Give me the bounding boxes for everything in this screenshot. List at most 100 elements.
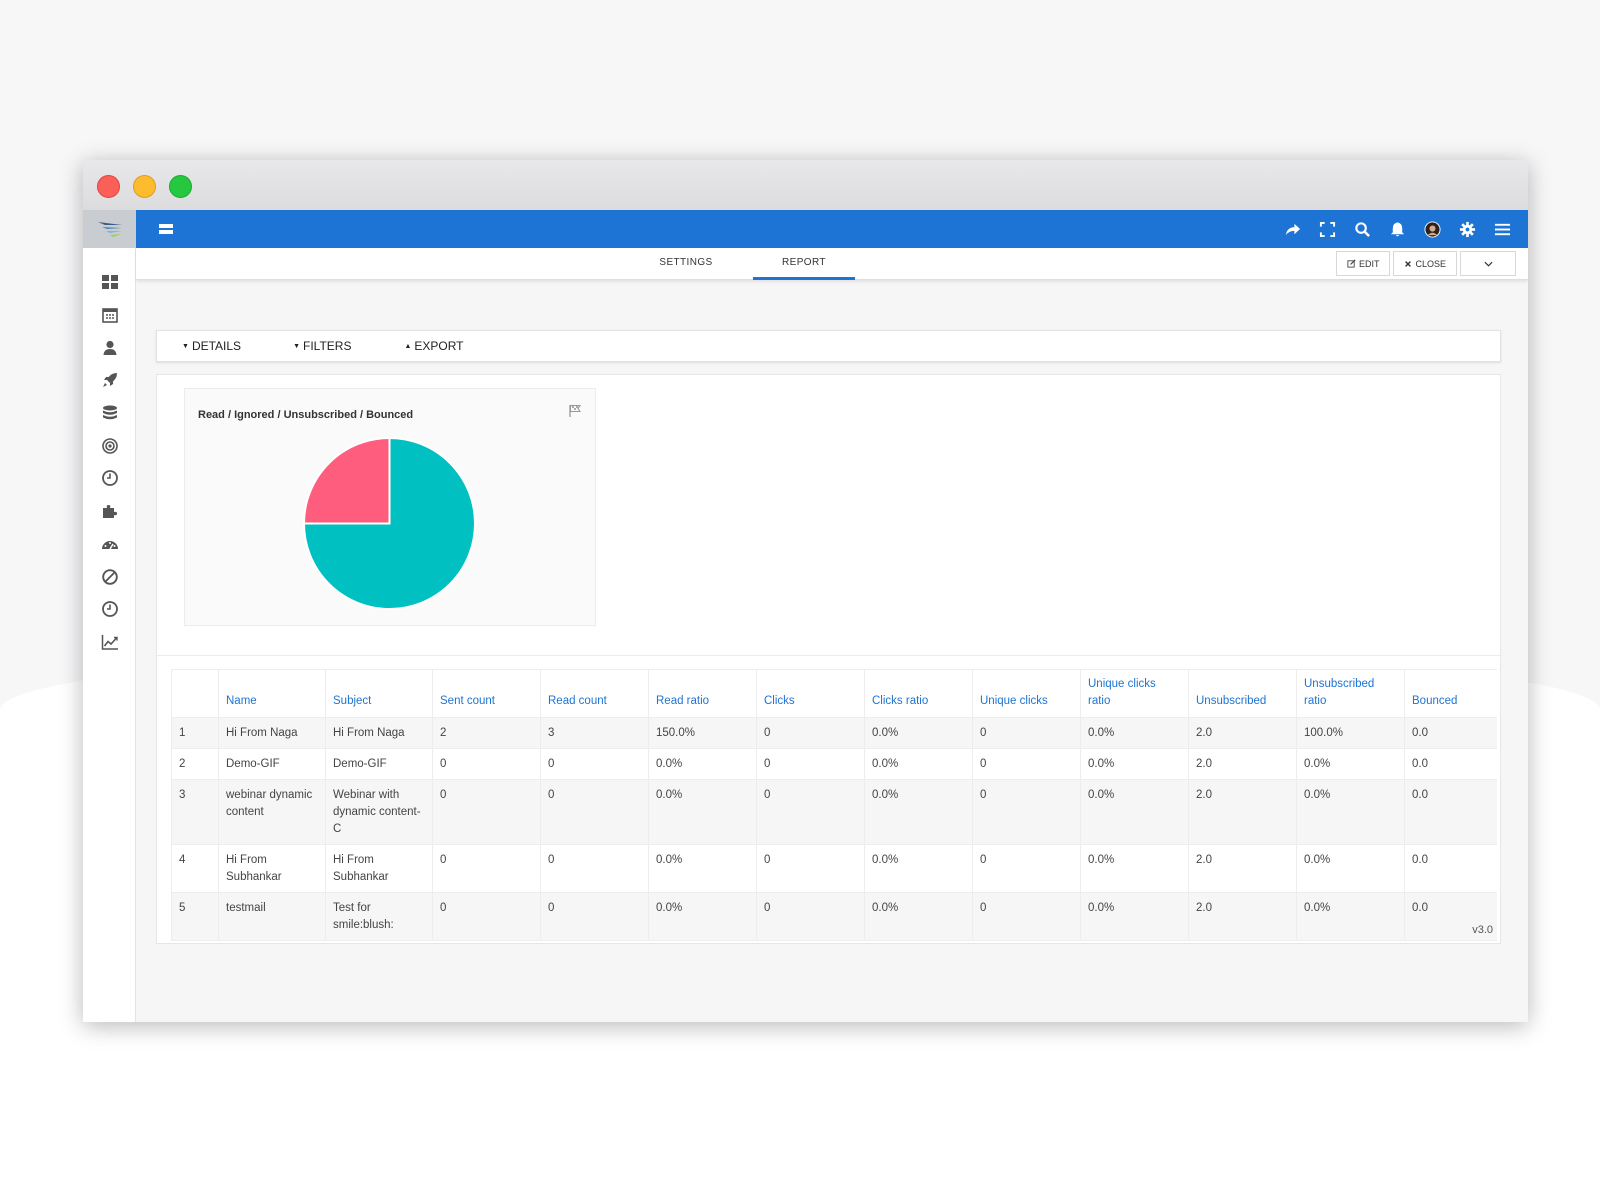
- table-cell: 0: [972, 748, 1081, 780]
- caret-down-icon: ▼: [182, 342, 189, 350]
- table-cell: 0: [432, 748, 541, 780]
- sidebar-item-blocklist[interactable]: [83, 560, 136, 593]
- pie-slice-0[interactable]: [302, 436, 476, 610]
- sidebar-item-history[interactable]: [83, 593, 136, 626]
- caret-up-icon: ▲: [404, 342, 412, 350]
- settings-button[interactable]: [1450, 210, 1485, 248]
- logo-icon: [97, 222, 122, 237]
- table-cell: 2.0: [1188, 717, 1297, 749]
- sidebar-item-database[interactable]: [83, 397, 136, 430]
- flag-icon[interactable]: [568, 404, 582, 418]
- window-maximize-button[interactable]: [169, 175, 192, 198]
- sidebar-item-integrations[interactable]: [83, 495, 136, 528]
- table-cell: 0.0%: [648, 748, 757, 780]
- table-cell: 0.0%: [1080, 748, 1189, 780]
- sidebar-item-campaigns[interactable]: [83, 364, 136, 397]
- table-cell: 2.0: [1188, 748, 1297, 780]
- column-header[interactable]: Clicks ratio: [864, 669, 973, 718]
- table-cell: Webinar with dynamic content-C: [325, 779, 433, 845]
- hamburger-icon: [1494, 223, 1511, 235]
- share-icon: [1285, 223, 1301, 235]
- menu-toggle-icon[interactable]: [158, 222, 174, 236]
- sidebar: [83, 210, 136, 1022]
- table-cell: 0.0%: [1080, 844, 1189, 893]
- column-header[interactable]: Clicks: [756, 669, 865, 718]
- column-header[interactable]: Unique clicks ratio: [1080, 669, 1189, 718]
- table-cell: 0: [972, 892, 1081, 941]
- history-icon: [101, 601, 118, 618]
- table-cell: webinar dynamic content: [218, 779, 326, 845]
- pie-chart-card: Read / Ignored / Unsubscribed / Bounced: [184, 388, 596, 626]
- tabs-bar: SETTINGS REPORT EDIT CLOSE: [136, 248, 1528, 280]
- fullscreen-button[interactable]: [1310, 210, 1345, 248]
- filters-toggle[interactable]: ▼ FILTERS: [293, 339, 351, 353]
- export-toggle[interactable]: ▲ EXPORT: [404, 339, 463, 353]
- sidebar-item-calendar[interactable]: [83, 299, 136, 332]
- table-cell: 100.0%: [1296, 717, 1405, 749]
- window-minimize-button[interactable]: [133, 175, 156, 198]
- more-actions-dropdown[interactable]: [1460, 251, 1516, 276]
- sidebar-item-scheduler[interactable]: [83, 462, 136, 495]
- table-row[interactable]: 4 Hi From Subhankar Hi From Subhankar 0 0 0.0…: [171, 844, 1497, 893]
- sidebar-item-reports[interactable]: [83, 626, 136, 659]
- version-label: v3.0: [1472, 924, 1493, 936]
- table-cell: 0.0%: [864, 779, 973, 845]
- table-row[interactable]: 1 Hi From Naga Hi From Naga 2 3 150.0% 0 0.0% 0 0…: [171, 717, 1497, 749]
- block-icon: [101, 568, 118, 585]
- table-cell: 0.0%: [648, 892, 757, 941]
- table-cell: 0.0%: [1296, 844, 1405, 893]
- table-cell: 0: [756, 844, 865, 893]
- table-cell: 5: [171, 892, 219, 941]
- column-header[interactable]: Subject: [325, 669, 433, 718]
- pie-slice-1[interactable]: [302, 436, 391, 525]
- avatar: [1424, 220, 1441, 238]
- edit-button[interactable]: EDIT: [1335, 251, 1391, 276]
- sidebar-item-targets[interactable]: [83, 429, 136, 462]
- app-logo[interactable]: [83, 210, 136, 248]
- app-window: SETTINGS REPORT EDIT CLOSE ▼ DETAILS ▼: [83, 160, 1528, 1022]
- share-button[interactable]: [1275, 210, 1310, 248]
- column-header[interactable]: Sent count: [432, 669, 541, 718]
- database-icon: [102, 405, 117, 420]
- campaign-table-container: Name Subject Sent count Read count Read rati…: [171, 669, 1497, 943]
- column-header[interactable]: Unsubscribed ratio: [1296, 669, 1405, 718]
- table-cell: 1: [171, 717, 219, 749]
- table-cell: 0.0: [1404, 717, 1497, 749]
- edit-icon: [1347, 259, 1356, 268]
- search-icon: [1355, 221, 1370, 237]
- table-cell: 2.0: [1188, 892, 1297, 941]
- sidebar-item-performance[interactable]: [83, 528, 136, 561]
- main-menu-button[interactable]: [1485, 210, 1520, 248]
- notifications-button[interactable]: [1380, 210, 1415, 248]
- sidebar-item-contacts[interactable]: [83, 331, 136, 364]
- table-cell: 2: [432, 717, 541, 749]
- window-close-button[interactable]: [97, 175, 120, 198]
- line-chart-icon: [101, 634, 118, 650]
- table-cell: 0: [540, 748, 649, 780]
- sidebar-item-dashboard[interactable]: [83, 266, 136, 299]
- table-row[interactable]: 5 testmail Test for smile:blush: 0 0 0.0% 0 0.0…: [171, 892, 1497, 941]
- table-cell: 0: [432, 779, 541, 845]
- table-cell: 4: [171, 844, 219, 893]
- search-button[interactable]: [1345, 210, 1380, 248]
- fullscreen-icon: [1319, 221, 1336, 237]
- details-toggle[interactable]: ▼ DETAILS: [182, 339, 241, 353]
- tab-settings[interactable]: SETTINGS: [659, 257, 713, 268]
- close-button[interactable]: CLOSE: [1393, 251, 1457, 276]
- column-header[interactable]: Unique clicks: [972, 669, 1081, 718]
- user-avatar-button[interactable]: [1415, 210, 1450, 248]
- column-header[interactable]: Name: [218, 669, 326, 718]
- column-header[interactable]: Bounced: [1404, 669, 1497, 718]
- table-cell: 0.0%: [1296, 748, 1405, 780]
- table-row[interactable]: 3 webinar dynamic content Webinar with dyn…: [171, 779, 1497, 845]
- table-row[interactable]: 2 Demo-GIF Demo-GIF 0 0 0.0% 0 0.0% 0 0.0% 2.0 0.0%…: [171, 748, 1497, 780]
- dashboard-icon: [101, 275, 118, 290]
- column-header[interactable]: Unsubscribed: [1188, 669, 1297, 718]
- tab-report[interactable]: REPORT: [753, 248, 855, 280]
- column-header[interactable]: Read ratio: [648, 669, 757, 718]
- table-cell: Hi From Naga: [218, 717, 326, 749]
- campaign-report-table: Name Subject Sent count Read count Read rati…: [171, 669, 1497, 941]
- rocket-icon: [102, 373, 117, 388]
- column-header[interactable]: Read count: [540, 669, 649, 718]
- pie-chart: [302, 436, 476, 610]
